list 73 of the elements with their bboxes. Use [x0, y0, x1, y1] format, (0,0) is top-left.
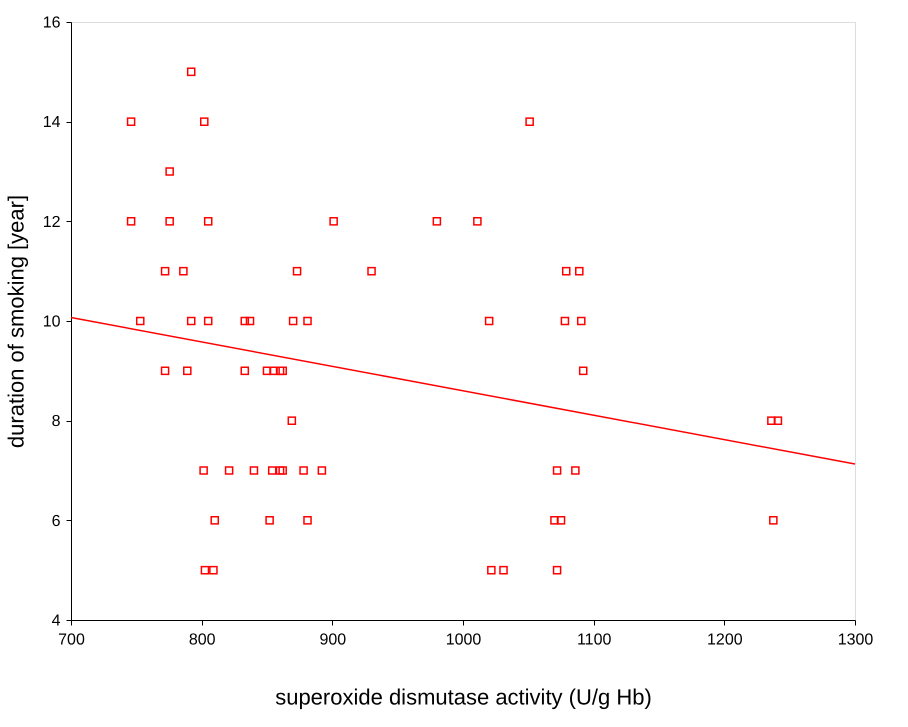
point — [552, 566, 562, 574]
point — [278, 466, 287, 475]
point — [473, 217, 482, 226]
point — [552, 466, 562, 475]
point — [276, 466, 284, 475]
point — [126, 117, 136, 126]
point — [550, 516, 559, 525]
point — [240, 366, 250, 376]
point — [562, 266, 571, 276]
point — [200, 117, 209, 126]
point — [210, 516, 220, 525]
point — [160, 366, 170, 376]
point — [318, 466, 326, 475]
point — [560, 316, 570, 326]
point — [575, 266, 584, 276]
point — [126, 217, 136, 226]
x-axis-title: superoxide dismutase activity (U/g Hb) — [275, 684, 652, 710]
point — [767, 416, 776, 425]
point — [774, 416, 782, 425]
x-tick-label: 1200 — [707, 632, 743, 648]
point — [165, 167, 174, 176]
point — [204, 316, 212, 326]
point — [209, 566, 218, 574]
y-tick-label: 8 — [52, 413, 61, 430]
point — [186, 316, 196, 326]
point — [186, 68, 196, 76]
point — [288, 416, 296, 425]
point — [303, 316, 312, 326]
y-tick-label: 12 — [42, 214, 61, 231]
point — [165, 217, 174, 226]
point — [204, 217, 212, 226]
y-tick-label: 14 — [42, 114, 61, 132]
y-axis-title: duration of smoking [year] — [4, 194, 29, 448]
point — [160, 266, 170, 276]
point — [769, 516, 778, 525]
x-tick-label: 700 — [58, 632, 85, 648]
y-tick-label: 10 — [42, 314, 61, 330]
point — [200, 566, 210, 574]
point — [525, 117, 534, 126]
point — [292, 266, 302, 276]
y-tick-label: 6 — [52, 512, 61, 530]
point — [576, 316, 586, 326]
point — [278, 366, 287, 376]
point — [265, 516, 274, 525]
point — [299, 466, 308, 475]
x-tick-label: 1300 — [838, 632, 874, 648]
y-tick-label: 4 — [52, 612, 61, 630]
point — [183, 366, 192, 376]
point — [224, 466, 234, 475]
x-tick-label: 1000 — [446, 632, 482, 648]
point — [268, 466, 277, 475]
point — [288, 316, 298, 326]
point — [367, 266, 376, 276]
point — [329, 217, 338, 226]
point — [199, 466, 208, 475]
point — [179, 266, 188, 276]
point — [499, 566, 508, 574]
point — [556, 516, 566, 525]
x-tick-label: 1100 — [576, 632, 612, 648]
point — [487, 566, 496, 574]
x-tick-label: 800 — [188, 632, 216, 648]
point — [484, 316, 494, 326]
point — [578, 366, 588, 376]
y-tick-label: 16 — [42, 14, 61, 32]
point — [240, 316, 250, 326]
point — [136, 316, 145, 326]
point — [303, 516, 312, 525]
point — [250, 466, 258, 475]
point — [571, 466, 580, 475]
point — [432, 217, 442, 226]
point — [246, 316, 254, 326]
point — [262, 366, 272, 376]
x-tick-label: 900 — [319, 632, 346, 648]
